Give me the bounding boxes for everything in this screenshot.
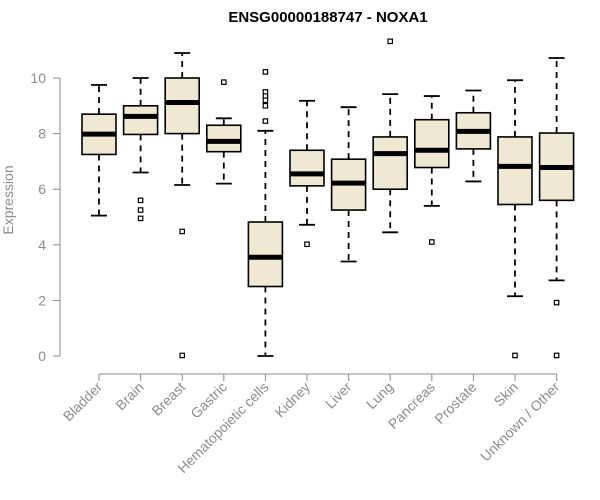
- outlier-point: [137, 207, 144, 213]
- boxes-group: [81, 38, 575, 359]
- box-iqr: [497, 136, 533, 206]
- box-bladder: [81, 84, 117, 217]
- x-tick-label: Liver: [322, 379, 355, 412]
- box-liver: [330, 106, 367, 263]
- y-tick-label: 10: [30, 70, 46, 86]
- box-gastric: [206, 79, 242, 185]
- box-breast: [164, 52, 200, 359]
- outlier-point: [137, 215, 144, 222]
- box-iqr: [206, 124, 242, 153]
- box-iqr: [164, 77, 200, 135]
- outlier-point: [512, 352, 518, 359]
- outlier-point: [262, 97, 269, 104]
- box-iqr: [372, 136, 409, 191]
- x-tick-label: Skin: [491, 379, 522, 410]
- box-iqr: [289, 149, 325, 187]
- x-tick-label: Brain: [112, 379, 146, 413]
- box-unknown-other: [538, 57, 575, 359]
- outlier-point: [262, 118, 269, 124]
- outlier-point: [179, 352, 186, 359]
- outlier-point: [429, 239, 435, 245]
- outlier-point: [553, 299, 560, 306]
- x-tick-label: Lung: [363, 379, 396, 412]
- x-tick-label: Kidney: [272, 379, 314, 421]
- outlier-point: [553, 352, 560, 359]
- box-iqr: [247, 221, 284, 288]
- box-iqr: [122, 105, 159, 136]
- y-axis: 0 2 4 6 8 10: [30, 70, 61, 364]
- outlier-point: [304, 241, 310, 248]
- chart-title: ENSG00000188747 - NOXA1: [228, 9, 427, 26]
- outlier-point: [387, 38, 394, 45]
- x-tick-label: Breast: [148, 379, 188, 419]
- y-tick-label: 0: [38, 348, 46, 364]
- box-skin: [497, 79, 533, 359]
- x-tick-label: Unknown / Other: [477, 379, 563, 465]
- box-lung: [372, 38, 409, 234]
- y-tick-label: 2: [38, 292, 46, 308]
- y-axis-label: Expression: [0, 165, 16, 234]
- box-prostate: [455, 89, 492, 183]
- box-iqr: [413, 118, 450, 169]
- outlier-point: [262, 69, 269, 75]
- y-tick-label: 8: [38, 126, 46, 142]
- box-hematopoietic-cells: [247, 69, 284, 357]
- box-kidney: [289, 99, 325, 248]
- outlier-point: [262, 102, 269, 109]
- box-pancreas: [413, 95, 450, 245]
- x-tick-label: Prostate: [431, 379, 479, 427]
- outlier-point: [179, 228, 186, 235]
- y-tick-label: 4: [38, 237, 46, 253]
- box-brain: [122, 77, 159, 222]
- outlier-point: [137, 197, 144, 204]
- outlier-point: [221, 79, 227, 85]
- y-tick-label: 6: [38, 181, 46, 197]
- x-tick-label: Bladder: [60, 379, 106, 425]
